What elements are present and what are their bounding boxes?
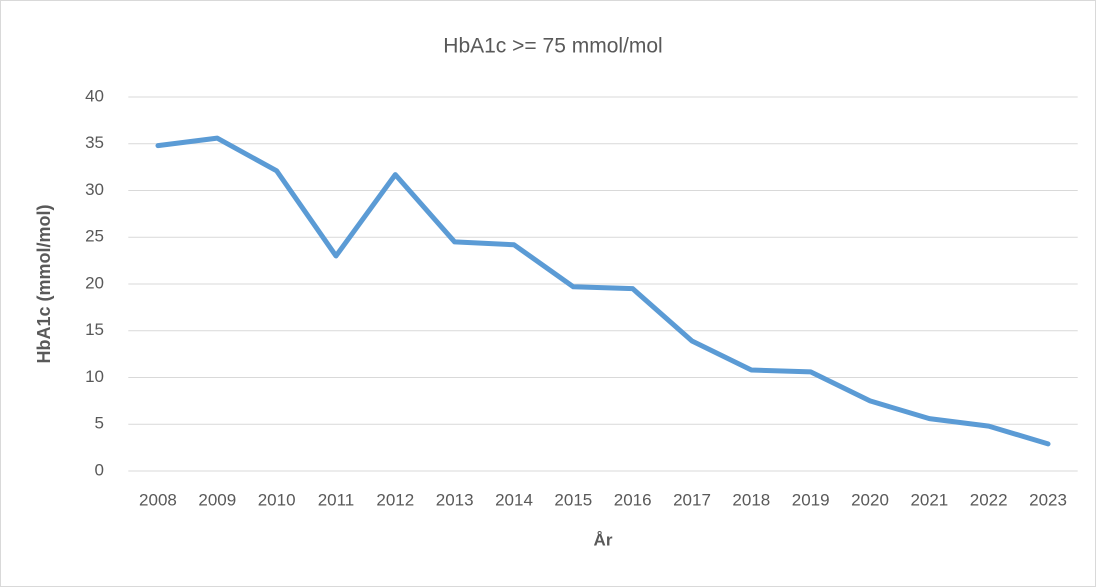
x-tick-label: 2009 [198,490,236,509]
data-line [155,135,1051,447]
y-tick-label: 10 [85,367,104,386]
x-tick-label: 2022 [970,490,1008,509]
x-tick-label: 2016 [614,490,652,509]
y-axis-title: HbA1c (mmol/mol) [34,204,54,363]
x-axis-title: År [594,530,613,549]
x-tick-label: 2018 [732,490,770,509]
x-tick-label: 2014 [495,490,533,509]
x-tick-label: 2008 [139,490,177,509]
y-tick-label: 0 [95,460,104,479]
x-tick-label: 2023 [1029,490,1067,509]
chart-title: HbA1c >= 75 mmol/mol [443,35,662,58]
x-tick-label: 2011 [318,490,355,509]
x-tick-label: 2019 [792,490,830,509]
y-tick-label: 30 [85,180,104,199]
y-tick-label: 20 [85,273,104,292]
x-tick-label: 2020 [851,490,889,509]
y-tick-label: 35 [85,133,104,152]
x-tick-label: 2017 [673,490,711,509]
y-tick-label: 25 [85,227,104,246]
x-tick-label: 2012 [376,490,414,509]
x-tick-label: 2015 [554,490,592,509]
y-tick-label: 15 [85,320,104,339]
y-tick-label: 5 [95,414,104,433]
x-tick-label: 2021 [910,490,948,509]
x-tick-label: 2013 [436,490,474,509]
y-tick-label: 40 [85,86,104,105]
x-tick-label: 2010 [258,490,296,509]
